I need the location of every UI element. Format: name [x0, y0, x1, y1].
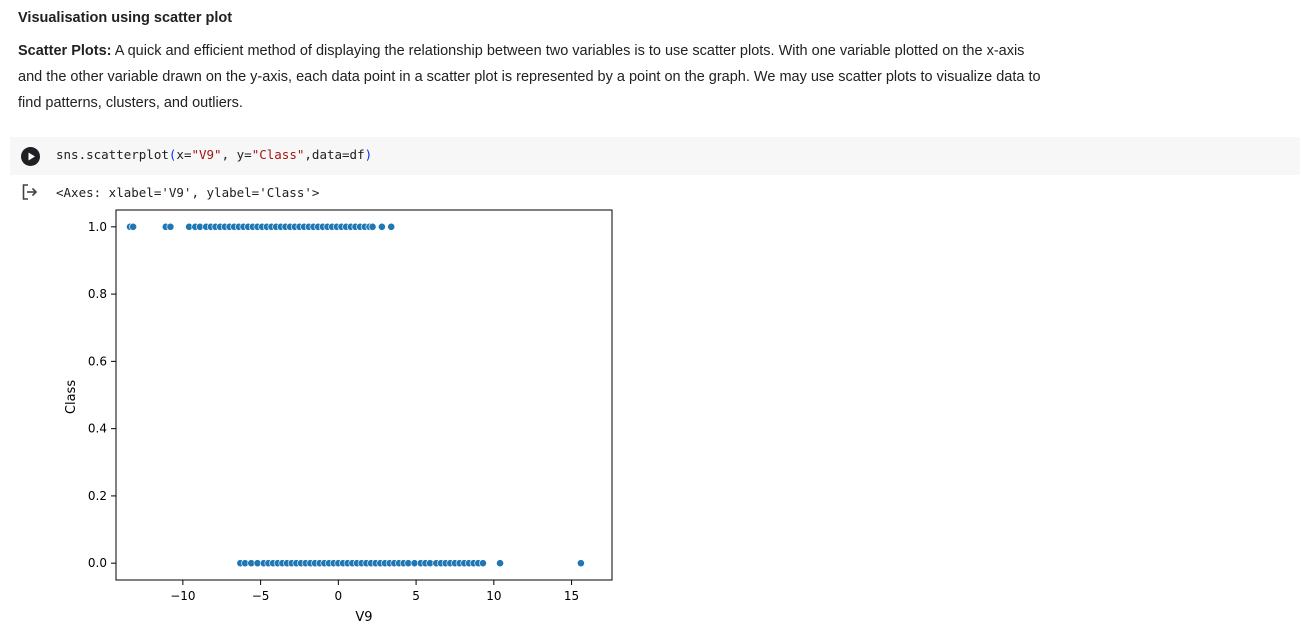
- scatter-chart: −10 −5 0 5 10 15 0.0 0.2 0.4 0.6 0.8 1.0 V9 Class: [64, 209, 613, 625]
- scatter-point: [129, 222, 138, 231]
- axis-ticks: −10 −5 0 5 10 15 0.0 0.2 0.4 0.6 0.8 1.0: [88, 220, 579, 603]
- x-tick-label: −5: [252, 589, 270, 603]
- y-tick-label: 0.4: [88, 422, 107, 436]
- scatter-point: [387, 222, 396, 231]
- x-tick-label: 5: [412, 589, 420, 603]
- code-open-paren: (: [168, 147, 177, 162]
- code-cell[interactable]: sns.scatterplot(x="V9", y="Class",data=d…: [10, 137, 1300, 175]
- description-paragraph: Scatter Plots: A quick and efficient met…: [18, 38, 1048, 116]
- output-text: <Axes: xlabel='V9', ylabel='Class'>: [56, 185, 320, 200]
- y-tick-label: 0.2: [88, 489, 107, 503]
- x-axis-label: V9: [355, 610, 372, 625]
- code-data-arg: ,data=df: [304, 147, 365, 162]
- play-icon[interactable]: [21, 147, 40, 166]
- x-tick-label: 15: [564, 589, 579, 603]
- data-points: [126, 222, 585, 568]
- code-y-value: "Class": [251, 147, 305, 162]
- scatter-point: [479, 559, 487, 568]
- markdown-cell: Visualisation using scatter plot Scatter…: [18, 8, 1048, 116]
- code-editor[interactable]: sns.scatterplot(x="V9", y="Class",data=d…: [56, 147, 372, 162]
- y-tick-label: 0.6: [88, 354, 107, 368]
- x-tick-label: −10: [170, 589, 195, 603]
- code-function: sns.scatterplot: [56, 147, 169, 162]
- scatter-point: [166, 222, 175, 231]
- description-text: A quick and efficient method of displayi…: [18, 43, 1041, 111]
- code-close-paren: ): [364, 147, 373, 162]
- scatter-point: [368, 222, 377, 231]
- scatter-point: [577, 559, 585, 568]
- y-tick-label: 1.0: [88, 220, 107, 234]
- scatter-point: [496, 559, 504, 568]
- code-y-arg: , y=: [221, 147, 252, 162]
- output-redirect-icon[interactable]: [20, 182, 40, 202]
- y-tick-label: 0.0: [88, 556, 107, 570]
- description-bold-term: Scatter Plots:: [18, 43, 112, 59]
- code-x-value: "V9": [191, 147, 222, 162]
- x-tick-label: 10: [486, 589, 501, 603]
- plot-area: [115, 209, 613, 581]
- code-x-arg: x=: [176, 147, 192, 162]
- y-axis-label: Class: [64, 380, 79, 414]
- scatter-point: [377, 222, 386, 231]
- section-heading: Visualisation using scatter plot: [18, 10, 233, 26]
- x-tick-label: 0: [335, 589, 343, 603]
- y-tick-label: 0.8: [88, 287, 107, 301]
